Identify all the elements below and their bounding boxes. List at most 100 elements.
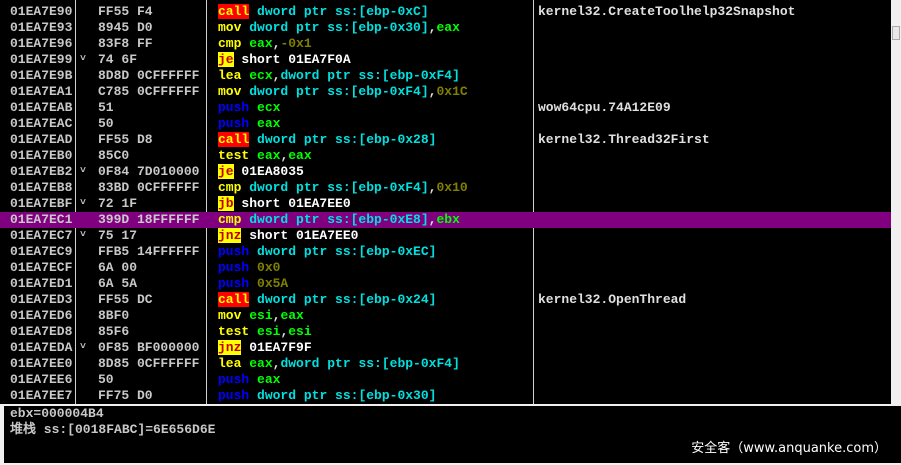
instruction-row[interactable]: 01EA7EB0 85C0 test eax,eax bbox=[0, 148, 891, 164]
disassembly: push 0x5A bbox=[218, 276, 288, 292]
token-p bbox=[249, 276, 257, 291]
instruction-row[interactable]: 01EA7ECF 6A 00 push 0x0 bbox=[0, 260, 891, 276]
token-tgt: short 01EA7F0A bbox=[233, 52, 351, 67]
token-imm: 0x1C bbox=[436, 84, 468, 99]
instruction-row[interactable]: 01EA7ED3 FF55 DC call dword ptr ss:[ebp-0x… bbox=[0, 292, 891, 308]
watermark: 安全客（www.anquanke.com） bbox=[691, 441, 887, 456]
instruction-row[interactable]: 01EA7EAC 50 push eax bbox=[0, 116, 891, 132]
disassembly: push eax bbox=[218, 116, 280, 132]
address: 01EA7EB8 bbox=[10, 180, 73, 195]
address: 01EA7EE6 bbox=[10, 372, 73, 387]
comment: wow64cpu.74A12E09 bbox=[538, 100, 671, 115]
token-imm: -0x1 bbox=[280, 36, 312, 51]
token-p: , bbox=[272, 356, 281, 371]
disassembly: push dword ptr ss:[ebp-0xEC] bbox=[218, 244, 436, 260]
token-call: call bbox=[218, 132, 250, 147]
token-mem: dword ptr ss:[ebp-0x30] bbox=[257, 388, 437, 403]
token-tgt: 01EA7F9F bbox=[241, 340, 312, 355]
token-p: , bbox=[272, 308, 281, 323]
disassembly: jnz 01EA7F9F bbox=[218, 340, 312, 356]
instruction-row[interactable]: 01EA7EB2 ˅ 0F84 7D010000 je 01EA8035 bbox=[0, 164, 891, 180]
address: 01EA7E93 bbox=[10, 20, 73, 35]
instruction-row[interactable]: 01EA7EC1 399D 18FFFFFF cmp dword ptr ss:[e… bbox=[0, 212, 891, 228]
vertical-scrollbar[interactable] bbox=[891, 0, 901, 404]
token-ins: test bbox=[218, 148, 250, 163]
token-p bbox=[249, 388, 257, 403]
address: 01EA7EB0 bbox=[10, 148, 73, 163]
token-tgt: 01EA8035 bbox=[233, 164, 304, 179]
disassembly: je 01EA8035 bbox=[218, 164, 304, 180]
disassembly: test esi,esi bbox=[218, 324, 312, 340]
token-ins: cmp bbox=[218, 212, 242, 227]
hex-bytes: 85C0 bbox=[98, 148, 130, 163]
hex-bytes: 8BF0 bbox=[98, 308, 130, 323]
hex-bytes: 50 bbox=[98, 372, 114, 387]
address: 01EA7EAB bbox=[10, 100, 73, 115]
disassembly: push eax bbox=[218, 372, 280, 388]
token-reg: esi bbox=[257, 324, 281, 339]
address: 01EA7ED1 bbox=[10, 276, 73, 291]
disassembly: lea eax,dword ptr ss:[ebp-0xF4] bbox=[218, 356, 460, 372]
column-divider bbox=[533, 0, 534, 404]
token-reg: eax bbox=[249, 356, 273, 371]
hex-bytes: 8D85 0CFFFFFF bbox=[98, 356, 200, 371]
jump-arrow-icon: ˅ bbox=[80, 342, 87, 353]
token-ins: mov bbox=[218, 84, 242, 99]
token-ins: mov bbox=[218, 20, 242, 35]
instruction-row[interactable]: 01EA7E9B 8D8D 0CFFFFFF lea ecx,dword ptr s… bbox=[0, 68, 891, 84]
instruction-row[interactable]: 01EA7EC9 FFB5 14FFFFFF push dword ptr ss:[… bbox=[0, 244, 891, 260]
instruction-row[interactable]: 01EA7EE6 50 push eax bbox=[0, 372, 891, 388]
hex-bytes: 72 1F bbox=[98, 196, 138, 211]
disassembly: cmp eax,-0x1 bbox=[218, 36, 312, 52]
token-mem: dword ptr ss:[ebp-0xC] bbox=[257, 4, 429, 19]
column-divider bbox=[75, 0, 76, 404]
hex-bytes: FF75 D0 bbox=[98, 388, 153, 403]
address: 01EA7EC7 bbox=[10, 228, 73, 243]
address: 01EA7EC9 bbox=[10, 244, 73, 259]
token-p: , bbox=[428, 20, 437, 35]
instruction-row[interactable]: 01EA7EE0 8D85 0CFFFFFF lea eax,dword ptr s… bbox=[0, 356, 891, 372]
disassembly: jnz short 01EA7EE0 bbox=[218, 228, 358, 244]
token-imm: 0x0 bbox=[257, 260, 281, 275]
instruction-row[interactable]: 01EA7EAD FF55 D8 call dword ptr ss:[ebp-0x… bbox=[0, 132, 891, 148]
token-push: push bbox=[218, 276, 250, 291]
scrollbar-thumb[interactable] bbox=[892, 26, 900, 40]
instruction-row[interactable]: 01EA7ED6 8BF0 mov esi,eax bbox=[0, 308, 891, 324]
disassembly-pane[interactable]: 01EA7E90 FF55 F4 call dword ptr ss:[ebp-0x… bbox=[0, 0, 891, 404]
disassembly: mov esi,eax bbox=[218, 308, 304, 324]
hex-bytes: FFB5 14FFFFFF bbox=[98, 244, 200, 259]
address: 01EA7ED3 bbox=[10, 292, 73, 307]
token-jmp: je bbox=[218, 164, 234, 179]
instruction-row[interactable]: 01EA7EE7 FF75 D0 push dword ptr ss:[ebp-0x… bbox=[0, 388, 891, 404]
instruction-row[interactable]: 01EA7EBF ˅ 72 1F jb short 01EA7EE0 bbox=[0, 196, 891, 212]
instruction-row[interactable]: 01EA7ED1 6A 5A push 0x5A bbox=[0, 276, 891, 292]
address: 01EA7EE7 bbox=[10, 388, 73, 403]
token-push: push bbox=[218, 388, 250, 403]
column-divider bbox=[206, 0, 207, 404]
token-p bbox=[249, 292, 257, 307]
token-tgt: short 01EA7EE0 bbox=[233, 196, 351, 211]
instruction-row[interactable]: 01EA7EAB 51 push ecx wow64cpu.74A12E09 bbox=[0, 100, 891, 116]
hex-bytes: 8D8D 0CFFFFFF bbox=[98, 68, 200, 83]
instruction-row[interactable]: 01EA7EDA ˅ 0F85 BF000000 jnz 01EA7F9F bbox=[0, 340, 891, 356]
instruction-row[interactable]: 01EA7EC7 ˅ 75 17 jnz short 01EA7EE0 bbox=[0, 228, 891, 244]
token-call: call bbox=[218, 4, 250, 19]
hex-bytes: 85F6 bbox=[98, 324, 130, 339]
instruction-row[interactable]: 01EA7E96 83F8 FF cmp eax,-0x1 bbox=[0, 36, 891, 52]
instruction-row[interactable]: 01EA7EA1 C785 0CFFFFFF mov dword ptr ss:[e… bbox=[0, 84, 891, 100]
token-push: push bbox=[218, 100, 250, 115]
hex-bytes: 74 6F bbox=[98, 52, 138, 67]
token-mem: dword ptr ss:[ebp-0x24] bbox=[257, 292, 437, 307]
instruction-row[interactable]: 01EA7EB8 83BD 0CFFFFFF cmp dword ptr ss:[e… bbox=[0, 180, 891, 196]
instruction-row[interactable]: 01EA7ED8 85F6 test esi,esi bbox=[0, 324, 891, 340]
token-p bbox=[249, 148, 257, 163]
instruction-row[interactable]: 01EA7E93 8945 D0 mov dword ptr ss:[ebp-0x3… bbox=[0, 20, 891, 36]
instruction-row[interactable]: 01EA7E99 ˅ 74 6F je short 01EA7F0A bbox=[0, 52, 891, 68]
hex-bytes: 51 bbox=[98, 100, 114, 115]
token-reg: eax bbox=[257, 148, 281, 163]
token-push: push bbox=[218, 372, 250, 387]
instruction-row[interactable]: 01EA7E90 FF55 F4 call dword ptr ss:[ebp-0x… bbox=[0, 4, 891, 20]
address: 01EA7ECF bbox=[10, 260, 73, 275]
token-push: push bbox=[218, 260, 250, 275]
register-info: ebx=000004B4 bbox=[10, 406, 104, 421]
